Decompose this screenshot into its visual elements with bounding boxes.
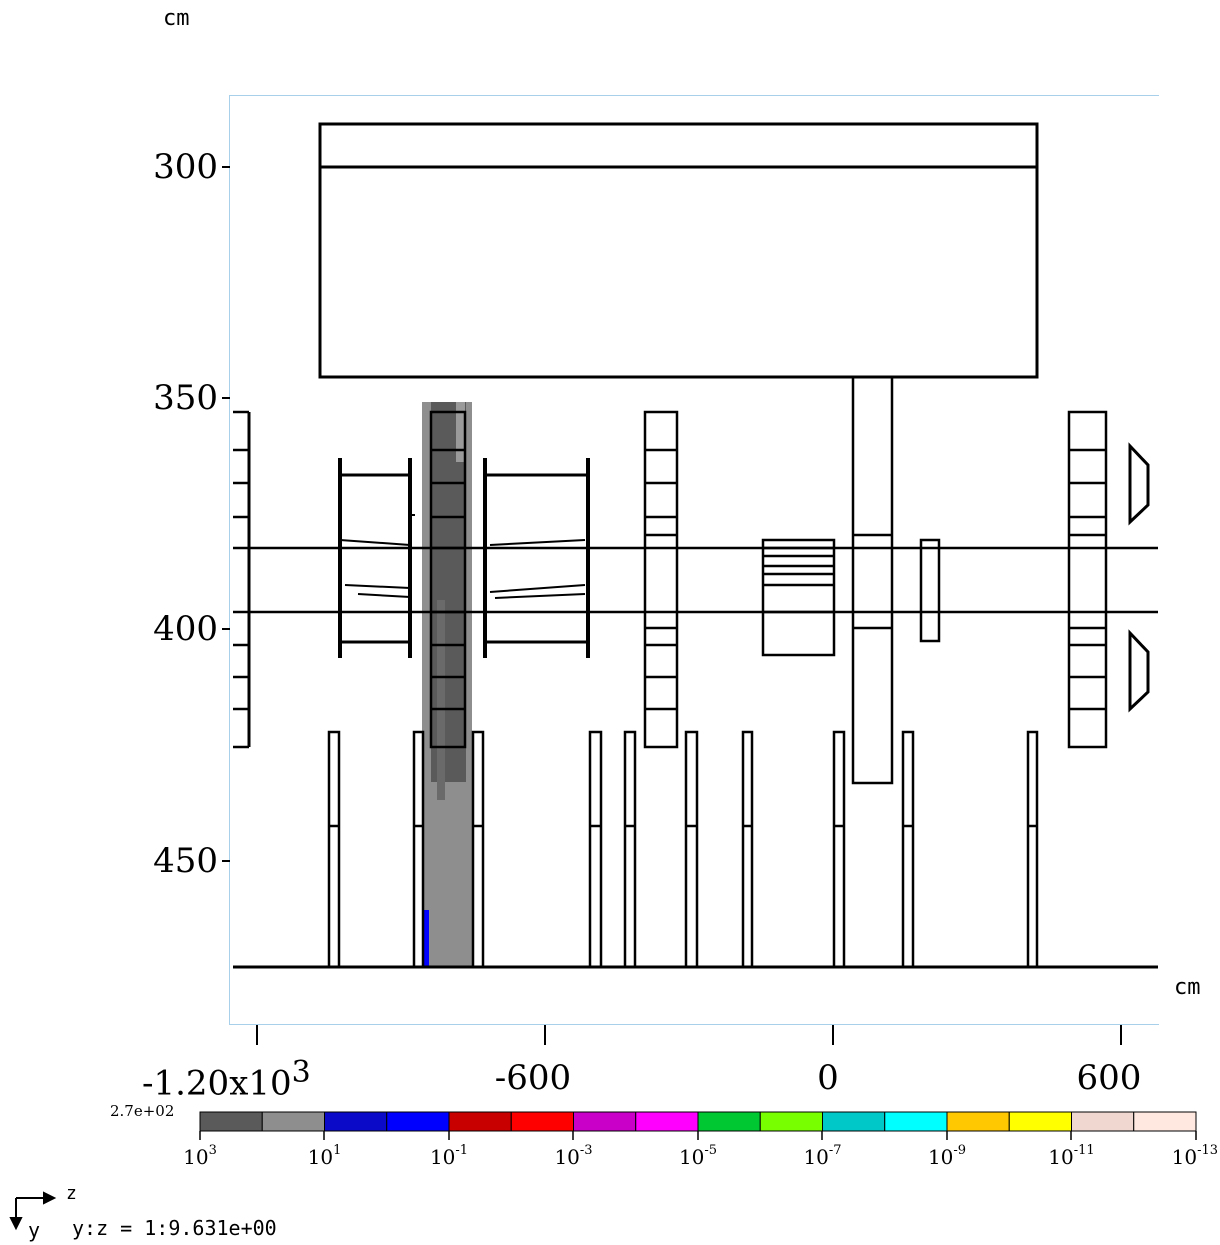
x-tick-label: -1.20x103: [142, 1055, 311, 1103]
colorbar-cell: [822, 1111, 886, 1132]
colorbar-cell: [199, 1111, 263, 1132]
colorbar-cell: [573, 1111, 637, 1132]
plot-frame: [229, 95, 1159, 1025]
y-tick-label: 300: [153, 147, 218, 187]
bottom-slabs: [327, 730, 1039, 969]
aspect-ratio-text: y:z = 1:9.631e+00: [72, 1216, 277, 1240]
colorbar-cell: [946, 1111, 1010, 1132]
colorbar-cell: [261, 1111, 325, 1132]
colorbar-cell: [448, 1111, 512, 1132]
colorbar-tick-label: 10-3: [554, 1143, 593, 1169]
colorbar-tick-base: 10: [927, 1145, 954, 1169]
colorbar-tick-exponent: 3: [208, 1143, 217, 1159]
magnet-left: [338, 458, 415, 658]
y-tick-label: 400: [153, 609, 218, 649]
colorbar-tick-base: 10: [1048, 1145, 1074, 1169]
colorbar-tick-exponent: -1: [455, 1143, 469, 1159]
colorbar-tick-label: 101: [307, 1143, 342, 1169]
small-element: [919, 538, 941, 643]
colorbar-cell: [1133, 1111, 1197, 1132]
colorbar-tick-exponent: -9: [953, 1143, 967, 1159]
y-tick-label: 350: [153, 378, 218, 418]
colorbar-ticks: [199, 1131, 1197, 1140]
colorbar-tick-base: 10: [803, 1145, 829, 1169]
colorbar-cell: [1008, 1111, 1072, 1132]
colorbar-tick-base: 10: [554, 1145, 580, 1169]
colorbar-tick-exponent: 1: [333, 1143, 342, 1159]
colorbar-tick-label: 10-9: [927, 1143, 967, 1169]
colorbar-tick-base: 10: [678, 1145, 705, 1169]
top-box: [318, 122, 1039, 379]
colorbar-tick-label: 10-1: [429, 1143, 469, 1169]
orientation-arrows: [9, 1191, 57, 1231]
colorbar-max-label: 2.7e+02: [110, 1102, 175, 1120]
beam-column: [429, 410, 467, 749]
colorbar-tick-label: 103: [183, 1143, 217, 1169]
segmented-column-1: [643, 410, 679, 749]
colorbar-tick-exponent: -3: [579, 1143, 593, 1159]
y-tick-label: 450: [153, 841, 218, 881]
colorbar-tick-exponent: -11: [1073, 1143, 1095, 1159]
segmented-column-2: [1067, 410, 1108, 749]
colorbar-tick-label: 10-11: [1048, 1143, 1095, 1169]
colorbar-cell: [386, 1111, 450, 1132]
magnet-right: [483, 458, 590, 658]
colorbar-cell: [635, 1111, 699, 1132]
v-axis-label: y: [28, 1218, 41, 1242]
colorbar-cell: [1071, 1111, 1135, 1132]
colorbar-tick-exponent: -7: [828, 1143, 842, 1159]
colorbar-tick-label: 10-7: [803, 1143, 842, 1169]
colorbar-tick-base: 10: [307, 1145, 334, 1169]
x-unit-label: cm: [1174, 975, 1201, 1000]
trapezoid-lower: [1128, 629, 1150, 713]
colorbar-tick-exponent: -13: [1197, 1143, 1218, 1159]
trapezoid-upper: [1128, 442, 1150, 526]
colorbar: [199, 1111, 1197, 1132]
x-tick-exponent: 3: [291, 1055, 311, 1090]
h-axis-label: z: [66, 1183, 77, 1204]
colorbar-cell: [697, 1111, 761, 1132]
colorbar-cell: [510, 1111, 574, 1132]
colorbar-tick-base: 10: [1171, 1145, 1198, 1169]
dose-region: [422, 402, 472, 968]
colorbar-tick-base: 10: [183, 1145, 209, 1169]
x-tick-label: -600: [494, 1058, 572, 1098]
support-column: [851, 375, 894, 785]
colorbar-cell: [759, 1111, 823, 1132]
center-box: [761, 538, 836, 657]
x-tick-base: -1.20x10: [142, 1063, 292, 1104]
x-tick-label: 600: [1076, 1058, 1142, 1098]
colorbar-tick-label: 10-13: [1171, 1143, 1218, 1169]
colorbar-tick-label: 10-5: [678, 1143, 718, 1169]
colorbar-cell: [884, 1111, 948, 1132]
colorbar-cell: [324, 1111, 388, 1132]
colorbar-tick-exponent: -5: [704, 1143, 718, 1159]
colorbar-tick-base: 10: [429, 1145, 456, 1169]
y-unit-label: cm: [163, 6, 190, 31]
axis-ticks: [222, 166, 1122, 1045]
x-tick-label: 0: [817, 1058, 839, 1098]
